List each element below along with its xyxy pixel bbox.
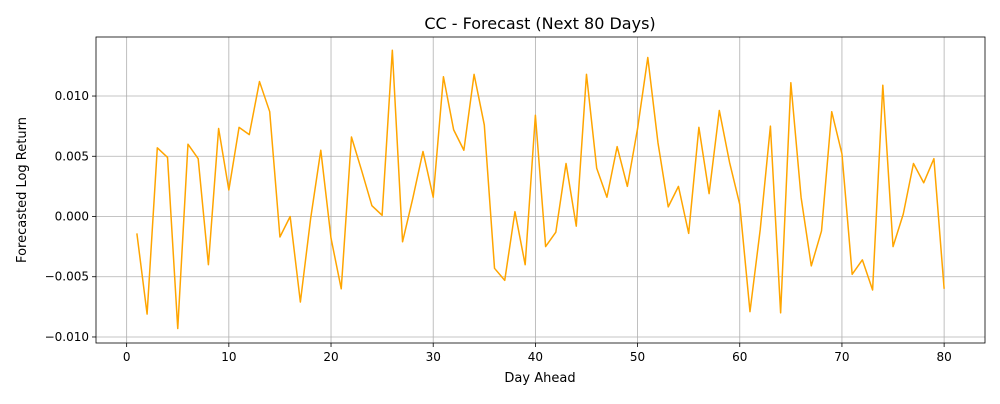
y-tick-label: −0.005	[45, 270, 89, 284]
x-tick-label: 50	[630, 350, 645, 364]
x-tick-label: 20	[323, 350, 338, 364]
x-tick-label: 70	[834, 350, 849, 364]
x-tick-label: 0	[123, 350, 131, 364]
plot-area-frame	[95, 36, 986, 344]
y-tick-label: 0.010	[55, 89, 89, 103]
x-tick-label: 10	[221, 350, 236, 364]
y-tick-label: −0.010	[45, 330, 89, 344]
x-tick-label: 40	[528, 350, 543, 364]
x-axis-label: Day Ahead	[504, 371, 575, 386]
tick-layer: 0 10 20 30 40 50 60 70 80 −0.010 −0.005 0.000 0.005 0…	[45, 89, 952, 364]
x-tick-label: 30	[426, 350, 441, 364]
forecast-series-line	[136, 49, 945, 330]
y-tick-label: 0.005	[55, 149, 89, 163]
x-tick-label: 80	[936, 350, 951, 364]
y-tick-label: 0.000	[55, 210, 89, 224]
chart-title: CC - Forecast (Next 80 Days)	[424, 14, 655, 33]
x-tick-label: 60	[732, 350, 747, 364]
y-axis-label: Forecasted Log Return	[15, 117, 30, 263]
grid-layer	[96, 37, 985, 343]
